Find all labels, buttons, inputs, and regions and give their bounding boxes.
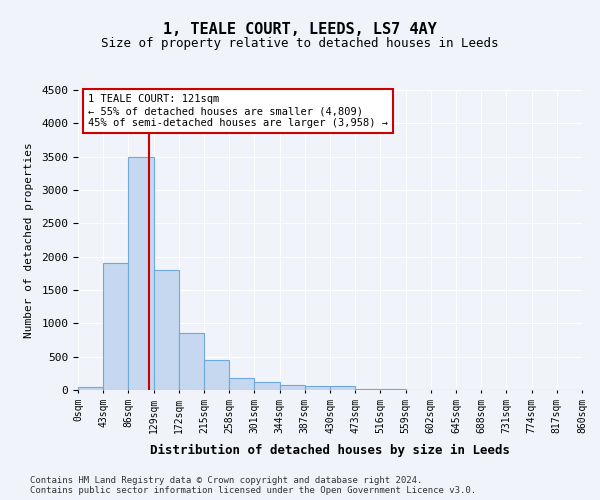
X-axis label: Distribution of detached houses by size in Leeds: Distribution of detached houses by size … [150, 444, 510, 457]
Text: 1, TEALE COURT, LEEDS, LS7 4AY: 1, TEALE COURT, LEEDS, LS7 4AY [163, 22, 437, 38]
Text: 1 TEALE COURT: 121sqm
← 55% of detached houses are smaller (4,809)
45% of semi-d: 1 TEALE COURT: 121sqm ← 55% of detached … [88, 94, 388, 128]
Bar [229, 378, 254, 390]
Text: Size of property relative to detached houses in Leeds: Size of property relative to detached ho… [101, 38, 499, 51]
Bar [305, 386, 330, 390]
Bar [78, 386, 103, 390]
Bar [128, 156, 154, 390]
Bar [154, 270, 179, 390]
Bar [330, 386, 355, 390]
Bar [204, 360, 229, 390]
Bar [355, 388, 380, 390]
Bar [179, 334, 204, 390]
Bar [254, 382, 280, 390]
Text: Contains HM Land Registry data © Crown copyright and database right 2024.
Contai: Contains HM Land Registry data © Crown c… [30, 476, 476, 495]
Y-axis label: Number of detached properties: Number of detached properties [25, 142, 34, 338]
Bar [280, 385, 305, 390]
Bar [103, 264, 128, 390]
